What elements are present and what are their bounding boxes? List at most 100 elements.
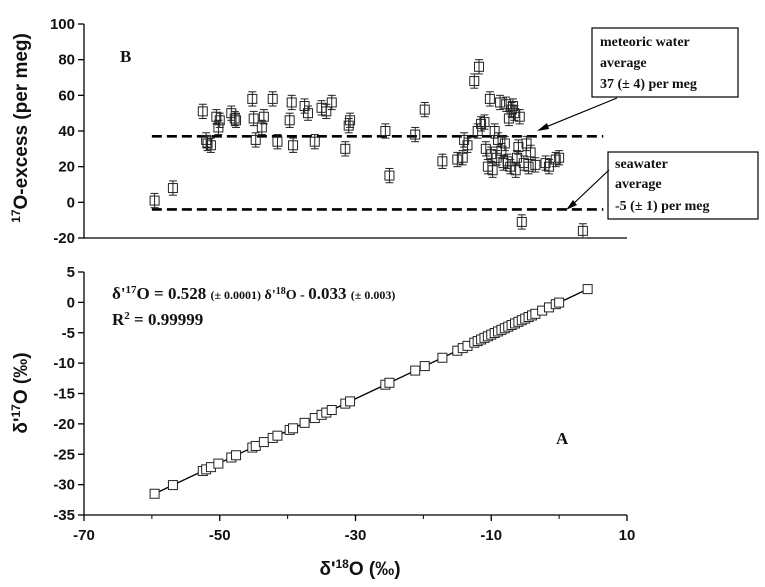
panel-b-data-point xyxy=(452,151,463,168)
panel-b-data-point xyxy=(214,112,225,128)
panel-b-y-tick-label: 20 xyxy=(58,159,75,176)
panel-b-data-point xyxy=(272,134,283,150)
panel-b-data-point xyxy=(437,153,448,169)
panel-a-data-point xyxy=(419,361,430,372)
panel-a-y-tick-label: -30 xyxy=(53,477,75,494)
panel-b-y-tick-label: 60 xyxy=(58,87,75,104)
panel-a-label: A xyxy=(556,429,569,448)
panel-b-data-point xyxy=(410,126,421,143)
panel-b-data-point xyxy=(149,192,160,209)
panel-b-data-point xyxy=(326,94,337,111)
panel-b-data-point xyxy=(288,137,299,153)
panel-a-data-point xyxy=(213,458,224,469)
panel-b-data-point xyxy=(554,150,565,166)
panel-b-data-point xyxy=(248,110,259,127)
panel-b-data-point xyxy=(509,105,520,121)
panel-b-data-point xyxy=(577,223,588,239)
panel-b-data-point xyxy=(462,137,473,153)
panel-b-data-point xyxy=(229,110,240,127)
seawater-line-2: average xyxy=(615,177,662,192)
panel-b-label: B xyxy=(120,47,131,66)
panel-b-data-point xyxy=(309,134,320,150)
panel-b-y-tick-label: 40 xyxy=(58,123,75,140)
panel-b-data-point xyxy=(345,112,356,128)
panel-a-data-point xyxy=(272,430,283,441)
panel-b-data-point xyxy=(486,146,497,162)
panel-a-data-point xyxy=(288,423,299,434)
panel-b-data-point xyxy=(167,180,178,196)
panel-a-x-tick-label: -50 xyxy=(209,527,231,544)
panel-b-data-point xyxy=(510,162,521,178)
panel-b-data-point xyxy=(231,112,242,128)
panel-b-data-point xyxy=(284,112,295,128)
panel-b-data-point xyxy=(469,73,480,89)
panel-a-data-point xyxy=(326,405,337,416)
panel-b-reference-lines xyxy=(151,135,604,211)
panel-a-y-axis-title: δ'17O (‰) xyxy=(9,352,32,433)
panel-a-chart: -35-30-25-20-15-10-505 -70 -50 -30 -10 10 δ'… xyxy=(9,264,635,580)
panel-b-y-tick-label: 100 xyxy=(50,16,75,33)
panel-b-axes xyxy=(83,24,627,239)
panel-b-data-point xyxy=(530,157,541,173)
panel-b-data-point xyxy=(247,91,258,107)
panel-b-y-tick-label: 80 xyxy=(58,52,75,69)
meteoric-water-annotation: meteoric water average 37 (± 4) per meg xyxy=(537,27,739,131)
panel-a-data-point xyxy=(345,396,356,407)
panel-a-data-points xyxy=(149,284,593,499)
panel-b-data-point xyxy=(487,162,498,178)
meteoric-water-line-1: meteoric water xyxy=(600,35,690,50)
panel-a-data-point xyxy=(437,352,448,363)
panel-a-data-point xyxy=(149,488,160,499)
panel-a-y-tick-label: 5 xyxy=(67,264,75,281)
seawater-arrow xyxy=(570,169,610,207)
panel-a-x-tick-label: -70 xyxy=(73,527,95,544)
panel-a-data-point xyxy=(258,437,269,448)
panel-b-data-point xyxy=(202,135,213,152)
panel-a-y-tick-label: -25 xyxy=(53,446,75,463)
panel-a-x-tick-label: -10 xyxy=(480,527,502,544)
panel-b-data-point xyxy=(384,167,395,184)
panel-b-data-point xyxy=(340,141,351,157)
panel-a-data-point xyxy=(410,365,421,376)
panel-b-data-point xyxy=(525,144,536,161)
panel-a-x-tick-label: 10 xyxy=(619,527,636,544)
panel-a-y-tick-label: -15 xyxy=(53,386,75,403)
panel-a-x-tick-label: -30 xyxy=(345,527,367,544)
panel-b-data-point xyxy=(540,155,551,171)
panel-b-data-point xyxy=(474,59,485,75)
seawater-line-3: -5 (± 1) per meg xyxy=(615,199,710,214)
panel-b-data-point xyxy=(250,132,261,148)
meteoric-water-arrow xyxy=(540,97,618,130)
panel-b-data-point xyxy=(476,116,487,132)
panel-b-data-point xyxy=(256,119,267,136)
meteoric-water-line-3: 37 (± 4) per meg xyxy=(600,77,697,92)
panel-a-data-point xyxy=(582,284,593,295)
panel-b-y-tick-label: 0 xyxy=(67,194,75,211)
panel-b-data-point xyxy=(499,135,510,152)
panel-b-data-point xyxy=(514,109,525,125)
panel-b-data-point xyxy=(321,103,332,120)
panel-b-y-axis-title: 17O-excess (per meg) xyxy=(9,33,32,223)
panel-b-data-point xyxy=(197,103,208,120)
seawater-annotation: seawater average -5 (± 1) per meg xyxy=(566,151,759,220)
panel-a-y-tick-label: -35 xyxy=(53,507,75,524)
panel-b-data-point xyxy=(258,109,269,125)
panel-a-y-ticks: -35 -30 -25 -20 -15 -10 -5 0 5 xyxy=(53,264,84,524)
meteoric-water-arrowhead xyxy=(537,123,549,131)
panel-b-data-point xyxy=(495,94,506,111)
panel-a-y-tick-label: 0 xyxy=(67,294,75,311)
panel-a-r-squared: R2 = 0.99999 xyxy=(112,310,203,329)
panel-b-data-point xyxy=(457,150,468,166)
panel-b-data-point xyxy=(419,101,430,118)
panel-b-data-point xyxy=(484,91,495,107)
panel-a-data-point xyxy=(554,297,565,308)
seawater-line-1: seawater xyxy=(615,157,668,172)
panel-b-data-point xyxy=(516,214,527,230)
panel-b-data-point xyxy=(550,151,561,168)
panel-a-x-axis-title: δ'18O (‰) xyxy=(319,557,400,580)
panel-b-data-point xyxy=(205,137,216,153)
panel-a-data-point xyxy=(231,450,242,461)
seawater-arrowhead xyxy=(566,200,577,210)
panel-a-x-ticks: -70 -50 -30 -10 10 xyxy=(73,515,635,544)
